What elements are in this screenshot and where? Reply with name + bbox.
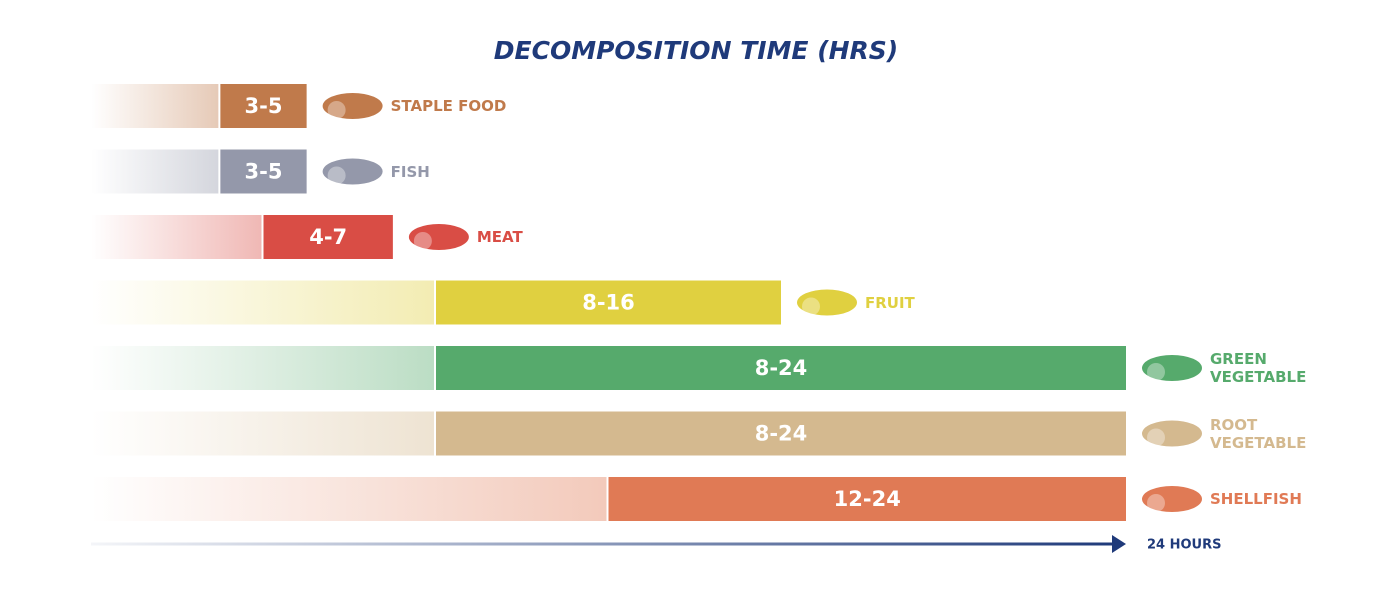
- bar: [436, 346, 1126, 390]
- icon: [1142, 486, 1202, 512]
- x-axis: [91, 542, 1114, 546]
- fade-bar: [91, 149, 219, 194]
- bar: [220, 149, 307, 194]
- fade-bar: [91, 280, 434, 325]
- category-label: GREEN VEGETABLE: [1210, 350, 1307, 386]
- value-label: 3-5: [245, 160, 283, 184]
- fade-bar: [91, 346, 434, 390]
- category-label: FISH: [390, 162, 430, 181]
- bar: [220, 84, 307, 128]
- bar: [436, 411, 1126, 456]
- icon: [1142, 420, 1202, 447]
- fade-bar: [91, 477, 607, 521]
- icon: [408, 224, 469, 250]
- category-label: SHELLFISH: [1210, 490, 1302, 508]
- fade-bar: [91, 84, 219, 128]
- x-axis-arrow: [1112, 535, 1126, 553]
- fade-bar: [91, 411, 434, 456]
- category-label: STAPLE FOOD: [390, 97, 507, 115]
- icon: [797, 289, 857, 316]
- bar: [608, 477, 1126, 521]
- value-label: 8-24: [755, 356, 808, 380]
- fade-bar: [91, 215, 262, 259]
- value-label: 4-7: [309, 225, 347, 249]
- icon: [322, 93, 383, 119]
- category-label: ROOT VEGETABLE: [1210, 415, 1307, 452]
- value-label: 12-24: [834, 487, 901, 511]
- icon: [1142, 355, 1202, 381]
- value-label: 8-24: [755, 422, 808, 446]
- chart-title: DECOMPOSITION TIME (HRS): [494, 36, 898, 65]
- icon: [322, 158, 383, 185]
- bar: [436, 280, 781, 325]
- category-label: FRUIT: [865, 293, 915, 312]
- category-label: MEAT: [476, 228, 523, 246]
- bar: [263, 215, 393, 259]
- x-tick-label: 24 HOURS: [1147, 538, 1221, 553]
- value-label: 8-16: [582, 291, 635, 315]
- value-label: 3-5: [245, 94, 283, 118]
